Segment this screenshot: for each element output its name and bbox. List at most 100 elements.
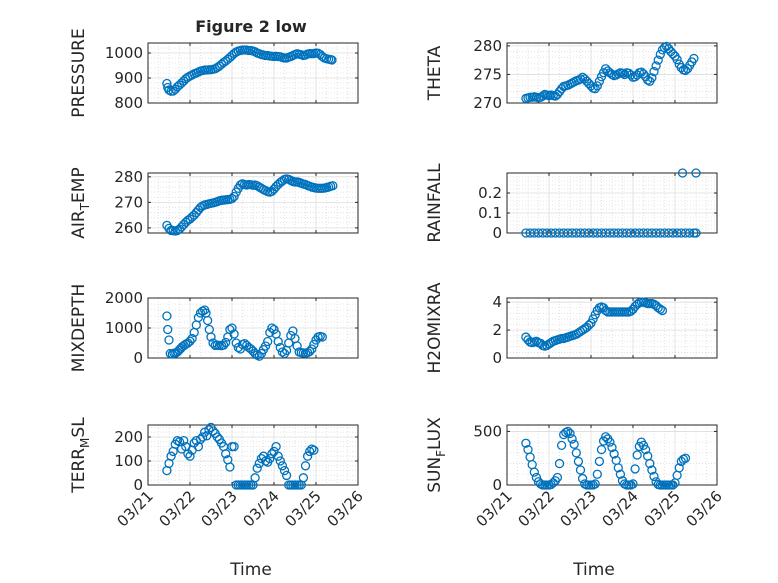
y-tick-label: 270 — [114, 193, 143, 211]
data-point — [677, 168, 688, 178]
y-tick-label: 0 — [492, 476, 502, 494]
x-tick-label: 03/24 — [599, 487, 642, 530]
data-point — [279, 465, 290, 476]
data-point — [552, 472, 563, 483]
grid — [506, 425, 718, 486]
y-axis-label: AIRTEMP — [69, 167, 92, 238]
data-point — [685, 228, 695, 238]
data-point — [221, 337, 231, 348]
grid — [147, 425, 359, 486]
axes-box — [506, 424, 718, 486]
x-axis-label-right: Time — [572, 560, 615, 580]
data-point — [206, 332, 216, 342]
y-axis-label: TERRMSL — [69, 417, 92, 494]
data-point — [691, 168, 701, 178]
data-point — [187, 333, 197, 344]
data-point — [275, 456, 285, 466]
data-point — [254, 351, 264, 361]
data-point — [590, 479, 600, 489]
data-point — [630, 464, 640, 474]
y-tick-label: 2000 — [105, 289, 143, 307]
data-point — [592, 81, 602, 91]
data-point — [250, 473, 260, 483]
data-point — [680, 453, 691, 463]
y-tick-label: 0 — [492, 349, 502, 367]
data-point — [668, 480, 678, 490]
axes-box — [147, 172, 359, 234]
data-point — [307, 444, 317, 454]
data-point — [640, 444, 651, 455]
data-point — [605, 437, 615, 447]
data-point — [229, 329, 239, 339]
data-point — [281, 470, 292, 481]
data-point — [577, 473, 588, 484]
data-point — [672, 54, 682, 65]
y-tick-label: 100 — [114, 452, 143, 470]
data-point — [162, 78, 172, 89]
data-point — [613, 463, 623, 473]
data-point — [172, 435, 183, 446]
data-point — [521, 438, 531, 448]
y-tick-label: 270 — [473, 94, 502, 112]
data-point — [166, 451, 176, 461]
data-point — [689, 53, 699, 64]
data-point — [221, 449, 231, 459]
data-point — [292, 341, 302, 351]
data-series — [162, 305, 327, 361]
data-point — [674, 463, 684, 473]
data-point — [573, 456, 584, 467]
data-point — [594, 76, 605, 86]
axes-box — [506, 42, 718, 104]
data-point — [218, 340, 229, 350]
data-point — [269, 324, 279, 335]
data-point — [271, 441, 281, 452]
y-tick-label: 280 — [473, 37, 502, 55]
data-point — [571, 448, 581, 458]
data-point — [563, 426, 573, 437]
data-point — [567, 434, 577, 444]
data-point — [179, 435, 189, 446]
subplot-h2omixra: 0 2 4 H2OMIXRA — [425, 282, 718, 374]
data-series — [521, 297, 668, 351]
data-point — [305, 446, 315, 457]
data-point — [265, 453, 275, 464]
data-point — [691, 228, 701, 238]
data-point — [258, 451, 269, 461]
data-point — [305, 346, 315, 357]
data-point — [273, 451, 283, 461]
data-point — [267, 449, 277, 459]
x-tick-label: 03/26 — [683, 487, 726, 530]
data-point — [607, 442, 617, 453]
data-point — [651, 61, 661, 71]
y-tick-label: 0.1 — [478, 204, 502, 222]
grid — [506, 172, 718, 234]
x-tick-label: 03/22 — [515, 487, 558, 530]
data-point — [569, 439, 579, 449]
data-point — [628, 479, 638, 489]
data-point — [647, 73, 657, 83]
data-point — [619, 69, 630, 80]
data-point — [592, 469, 602, 479]
x-tick-label: 03/26 — [324, 487, 367, 530]
data-point — [193, 312, 204, 323]
data-point — [277, 461, 288, 471]
y-tick-label: 4 — [492, 293, 502, 311]
y-tick-label: 275 — [473, 65, 502, 83]
subplot-theta: 270 275 280 THETA — [425, 37, 718, 112]
data-point — [556, 440, 567, 451]
subplot-pressure: 800 900 1000 PRESSURE — [69, 28, 359, 118]
x-tick-label: 03/23 — [557, 487, 600, 530]
data-point — [554, 458, 565, 469]
y-tick-label: 2 — [492, 321, 502, 339]
data-point — [529, 467, 539, 477]
data-point — [260, 341, 271, 351]
data-point — [317, 332, 327, 342]
subplot-terr-msl: 010020003/2103/2203/2303/2403/2503/26TER… — [69, 417, 367, 531]
y-axis-label: THETA — [425, 45, 445, 101]
figure-title: Figure 2 low — [195, 17, 307, 36]
data-point — [565, 428, 575, 439]
x-tick-label: 03/25 — [282, 487, 325, 530]
data-point — [655, 304, 665, 314]
